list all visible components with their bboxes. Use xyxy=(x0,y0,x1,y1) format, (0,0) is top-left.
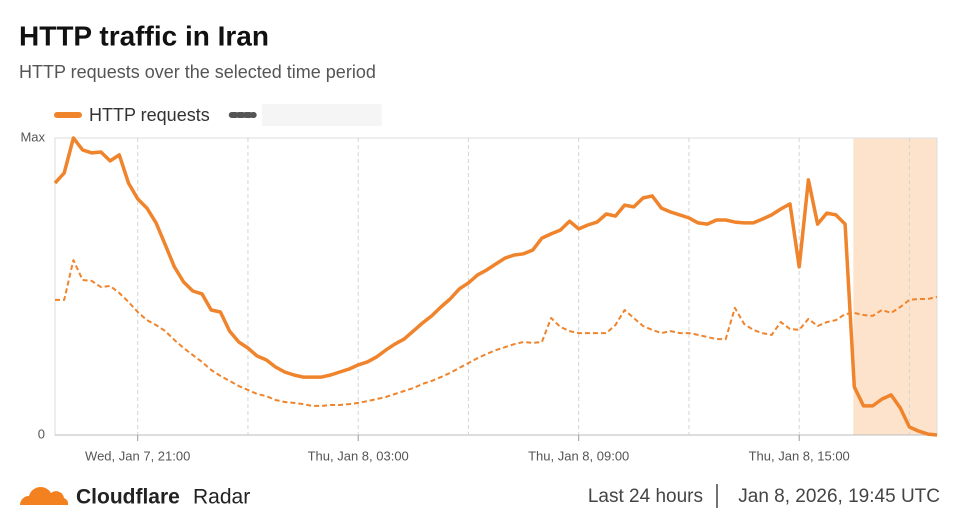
y-tick-label: 0 xyxy=(38,426,45,441)
series-line xyxy=(55,259,938,407)
series-line xyxy=(53,136,938,437)
footer: Cloudflare Radar Last 24 hours Jan 8, 20… xyxy=(20,484,940,509)
x-tick-label: Thu, Jan 8, 09:00 xyxy=(528,448,629,463)
legend: HTTP requests xyxy=(54,104,382,126)
chart-subtitle: HTTP requests over the selected time per… xyxy=(19,62,376,82)
legend-label: HTTP requests xyxy=(89,105,210,125)
x-tick-label: Thu, Jan 8, 15:00 xyxy=(749,448,850,463)
x-tick-label: Thu, Jan 8, 03:00 xyxy=(308,448,409,463)
x-tick-label: Wed, Jan 7, 21:00 xyxy=(85,448,190,463)
brand: Cloudflare xyxy=(76,486,180,509)
highlight-region xyxy=(853,138,937,435)
y-tick-label: Max xyxy=(20,129,45,144)
logo xyxy=(20,487,69,505)
chart-title: HTTP traffic in Iran xyxy=(19,20,269,51)
range: Last 24 hours xyxy=(588,486,703,507)
product: Radar xyxy=(193,486,250,509)
legend-redacted xyxy=(261,104,382,126)
timestamp: Jan 8, 2026, 19:45 UTC xyxy=(738,486,940,507)
